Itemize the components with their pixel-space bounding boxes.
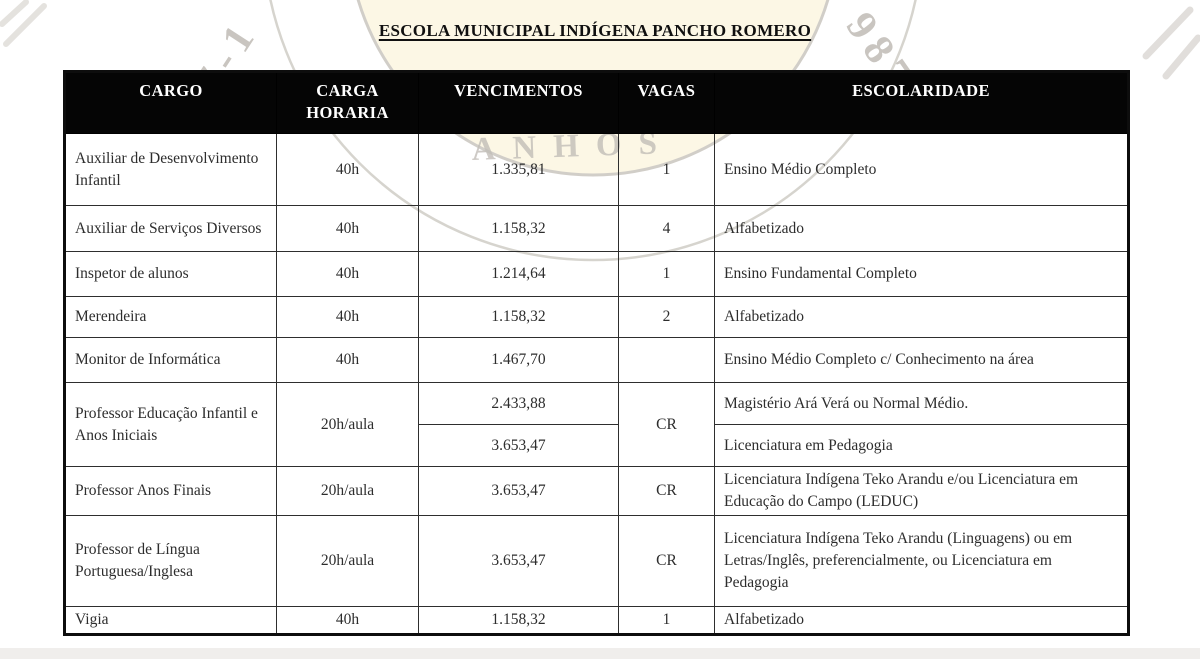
cell-cargo: Professor de Língua Portuguesa/Inglesa xyxy=(64,515,277,607)
cell-vencimentos: 3.653,47 xyxy=(418,424,619,467)
cell-cargo: Vigia xyxy=(64,606,277,635)
cell-carga-horaria: 20h/aula xyxy=(276,515,419,607)
cell-cargo: Monitor de Informática xyxy=(64,337,277,383)
table-row: Professor Anos Finais 20h/aula 3.653,47 … xyxy=(64,466,1129,516)
table-row: Auxiliar de Serviços Diversos 40h 1.158,… xyxy=(64,205,1129,252)
cell-vencimentos: 1.335,81 xyxy=(418,133,619,206)
cell-vencimentos: 1.158,32 xyxy=(418,205,619,252)
table-row: Professor Educação Infantil e Anos Inici… xyxy=(64,382,1129,467)
page-title: ESCOLA MUNICIPAL INDÍGENA PANCHO ROMERO xyxy=(378,21,812,40)
cell-vagas: 1 xyxy=(618,251,715,297)
table-row: 3.653,47 Licenciatura em Pedagogia xyxy=(65,424,1129,467)
cell-escolaridade: Licenciatura Indígena Teko Arandu (Lingu… xyxy=(714,515,1129,607)
cell-cargo: Merendeira xyxy=(64,296,277,338)
cell-vencimentos: 1.214,64 xyxy=(418,251,619,297)
page-bottom-strip xyxy=(0,648,1200,659)
cell-vencimentos: 1.467,70 xyxy=(418,337,619,383)
cell-escolaridade: Alfabetizado xyxy=(714,205,1129,252)
cell-vagas: 4 xyxy=(618,205,715,252)
cell-escolaridade: Licenciatura Indígena Teko Arandu e/ou L… xyxy=(714,466,1129,516)
table-row: Monitor de Informática 40h 1.467,70 Ensi… xyxy=(64,337,1129,383)
table-row: Auxiliar de Desenvolvimento Infantil 40h… xyxy=(64,133,1129,206)
column-header-vencimentos: VENCIMENTOS xyxy=(418,71,619,134)
corner-mark-top-left xyxy=(0,0,47,47)
cell-escolaridade: Magistério Ará Verá ou Normal Médio. xyxy=(714,382,1129,425)
cell-vencimentos: 1.158,32 xyxy=(418,606,619,635)
cell-carga-horaria: 20h/aula xyxy=(276,466,419,516)
cell-vencimentos: 2.433,88 xyxy=(418,382,619,425)
cell-vencimentos: 3.653,47 xyxy=(418,515,619,607)
cell-escolaridade: Alfabetizado xyxy=(714,606,1129,635)
cell-vagas: CR xyxy=(618,382,715,467)
column-header-cargo: CARGO xyxy=(64,71,277,134)
column-header-escolaridade: ESCOLARIDADE xyxy=(714,71,1129,134)
cell-carga-horaria: 40h xyxy=(276,606,419,635)
cell-cargo: Professor Educação Infantil e Anos Inici… xyxy=(64,382,277,467)
cell-cargo: Professor Anos Finais xyxy=(64,466,277,516)
corner-mark-top-right xyxy=(1142,6,1200,80)
cell-vencimentos: 3.653,47 xyxy=(418,466,619,516)
cell-vagas: 2 xyxy=(618,296,715,338)
table-row: Merendeira 40h 1.158,32 2 Alfabetizado xyxy=(64,296,1129,338)
table-row: Vigia 40h 1.158,32 1 Alfabetizado xyxy=(64,606,1129,635)
cell-vagas: 1 xyxy=(618,133,715,206)
column-header-vagas: VAGAS xyxy=(618,71,715,134)
header-row: CARGO CARGA HORARIA VENCIMENTOS VAGAS ES… xyxy=(64,71,1129,134)
cell-carga-horaria: 40h xyxy=(276,296,419,338)
cell-escolaridade: Ensino Médio Completo xyxy=(714,133,1129,206)
cell-carga-horaria: 20h/aula xyxy=(276,382,419,467)
cell-vagas: 1 xyxy=(618,606,715,635)
cell-carga-horaria: 40h xyxy=(276,133,419,206)
cell-cargo: Auxiliar de Desenvolvimento Infantil xyxy=(64,133,277,206)
cell-vencimentos: 1.158,32 xyxy=(418,296,619,338)
cell-carga-horaria: 40h xyxy=(276,205,419,252)
cell-carga-horaria: 40h xyxy=(276,337,419,383)
cell-escolaridade: Licenciatura em Pedagogia xyxy=(714,424,1129,467)
cell-escolaridade: Ensino Médio Completo c/ Conhecimento na… xyxy=(714,337,1129,383)
job-positions-table: CARGO CARGA HORARIA VENCIMENTOS VAGAS ES… xyxy=(63,70,1130,636)
cell-escolaridade: Alfabetizado xyxy=(714,296,1129,338)
cell-carga-horaria: 40h xyxy=(276,251,419,297)
column-header-carga-horaria: CARGA HORARIA xyxy=(276,71,419,134)
cell-cargo: Inspetor de alunos xyxy=(64,251,277,297)
cell-cargo: Auxiliar de Serviços Diversos xyxy=(64,205,277,252)
table-row: Inspetor de alunos 40h 1.214,64 1 Ensino… xyxy=(64,251,1129,297)
cell-vagas: CR xyxy=(618,466,715,516)
cell-vagas xyxy=(618,337,715,383)
cell-vagas: CR xyxy=(618,515,715,607)
cell-escolaridade: Ensino Fundamental Completo xyxy=(714,251,1129,297)
table-row: Professor de Língua Portuguesa/Inglesa 2… xyxy=(64,515,1129,607)
